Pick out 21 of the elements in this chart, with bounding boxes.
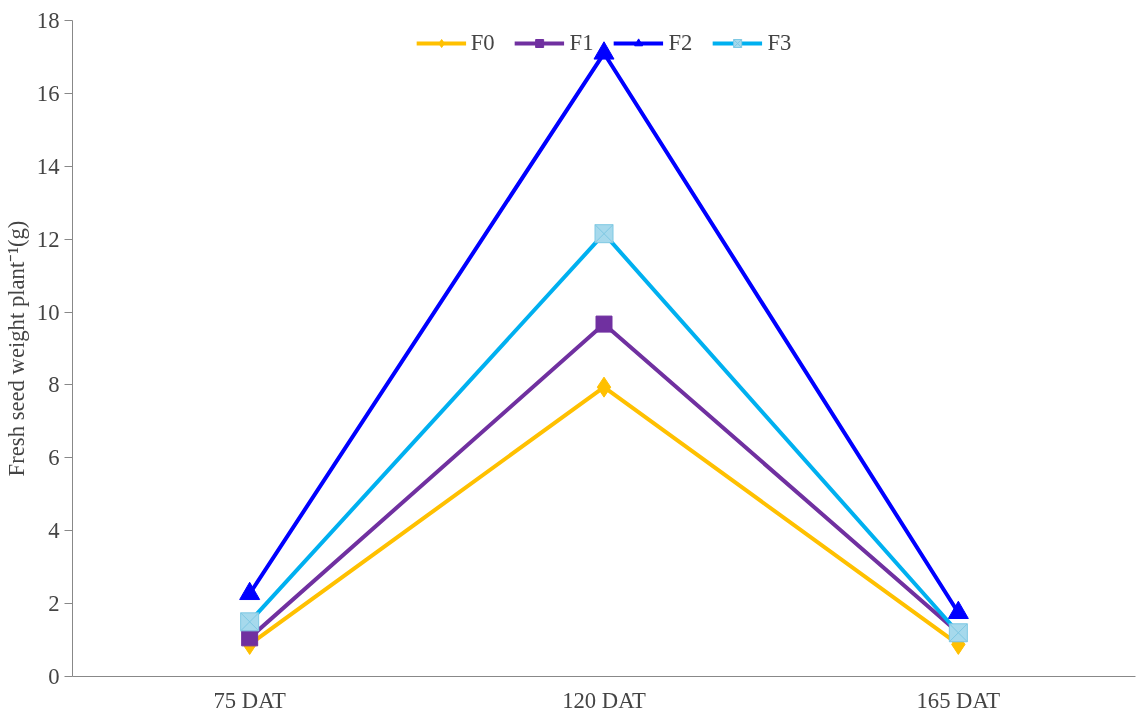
x-tick-label: 75 DAT: [213, 687, 287, 713]
legend-label: F1: [569, 30, 594, 56]
y-tick-label: 12: [36, 226, 60, 252]
y-tick-label: 14: [36, 153, 60, 179]
y-tick-label: 6: [48, 445, 60, 471]
y-tick-label: 4: [48, 518, 60, 544]
legend-label: F3: [767, 30, 792, 56]
y-tick-label: 0: [48, 664, 60, 689]
point: [596, 376, 612, 398]
legend-label: F0: [470, 30, 495, 56]
y-tick-label: 8: [48, 372, 60, 398]
x-tick-label: 120 DAT: [562, 687, 647, 713]
y-tick-label: 2: [48, 591, 60, 617]
point: [595, 315, 613, 333]
y-tick-label: 18: [36, 8, 60, 33]
legend-label: F2: [668, 30, 693, 56]
y-axis-title: Fresh seed weight plant⁻¹(g): [3, 220, 29, 477]
x-tick-label: 165 DAT: [916, 687, 1001, 713]
y-tick-label: 10: [36, 299, 60, 325]
y-tick-label: 16: [36, 80, 60, 106]
point: [241, 629, 259, 647]
